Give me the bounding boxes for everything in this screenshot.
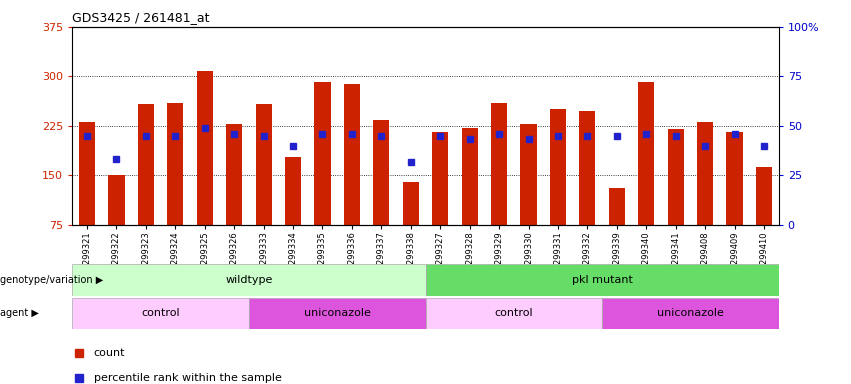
- Text: genotype/variation ▶: genotype/variation ▶: [0, 275, 103, 285]
- Text: control: control: [494, 308, 533, 318]
- Text: uniconazole: uniconazole: [657, 308, 724, 318]
- Bar: [226, 124, 243, 225]
- Bar: [403, 182, 419, 225]
- Bar: [461, 128, 477, 225]
- Text: percentile rank within the sample: percentile rank within the sample: [94, 373, 282, 383]
- Bar: [197, 71, 213, 225]
- Bar: [374, 121, 390, 225]
- Bar: [667, 129, 683, 225]
- Text: control: control: [141, 308, 180, 318]
- Text: pkl mutant: pkl mutant: [572, 275, 632, 285]
- Bar: [72, 264, 426, 296]
- Bar: [432, 132, 448, 225]
- Bar: [608, 189, 625, 225]
- Bar: [108, 175, 124, 225]
- Bar: [255, 104, 271, 225]
- Bar: [521, 124, 537, 225]
- Bar: [491, 103, 507, 225]
- Bar: [314, 81, 330, 225]
- Bar: [697, 122, 713, 225]
- Bar: [756, 167, 772, 225]
- Bar: [727, 132, 743, 225]
- Bar: [550, 109, 566, 225]
- Bar: [248, 298, 426, 329]
- Bar: [602, 298, 779, 329]
- Text: uniconazole: uniconazole: [304, 308, 371, 318]
- Bar: [426, 264, 779, 296]
- Bar: [168, 103, 184, 225]
- Bar: [638, 81, 654, 225]
- Bar: [426, 298, 602, 329]
- Bar: [580, 111, 596, 225]
- Bar: [344, 84, 360, 225]
- Text: count: count: [94, 348, 125, 358]
- Text: agent ▶: agent ▶: [0, 308, 39, 318]
- Bar: [285, 157, 301, 225]
- Bar: [79, 122, 95, 225]
- Text: wildtype: wildtype: [226, 275, 272, 285]
- Bar: [138, 104, 154, 225]
- Text: GDS3425 / 261481_at: GDS3425 / 261481_at: [72, 11, 210, 24]
- Bar: [72, 298, 248, 329]
